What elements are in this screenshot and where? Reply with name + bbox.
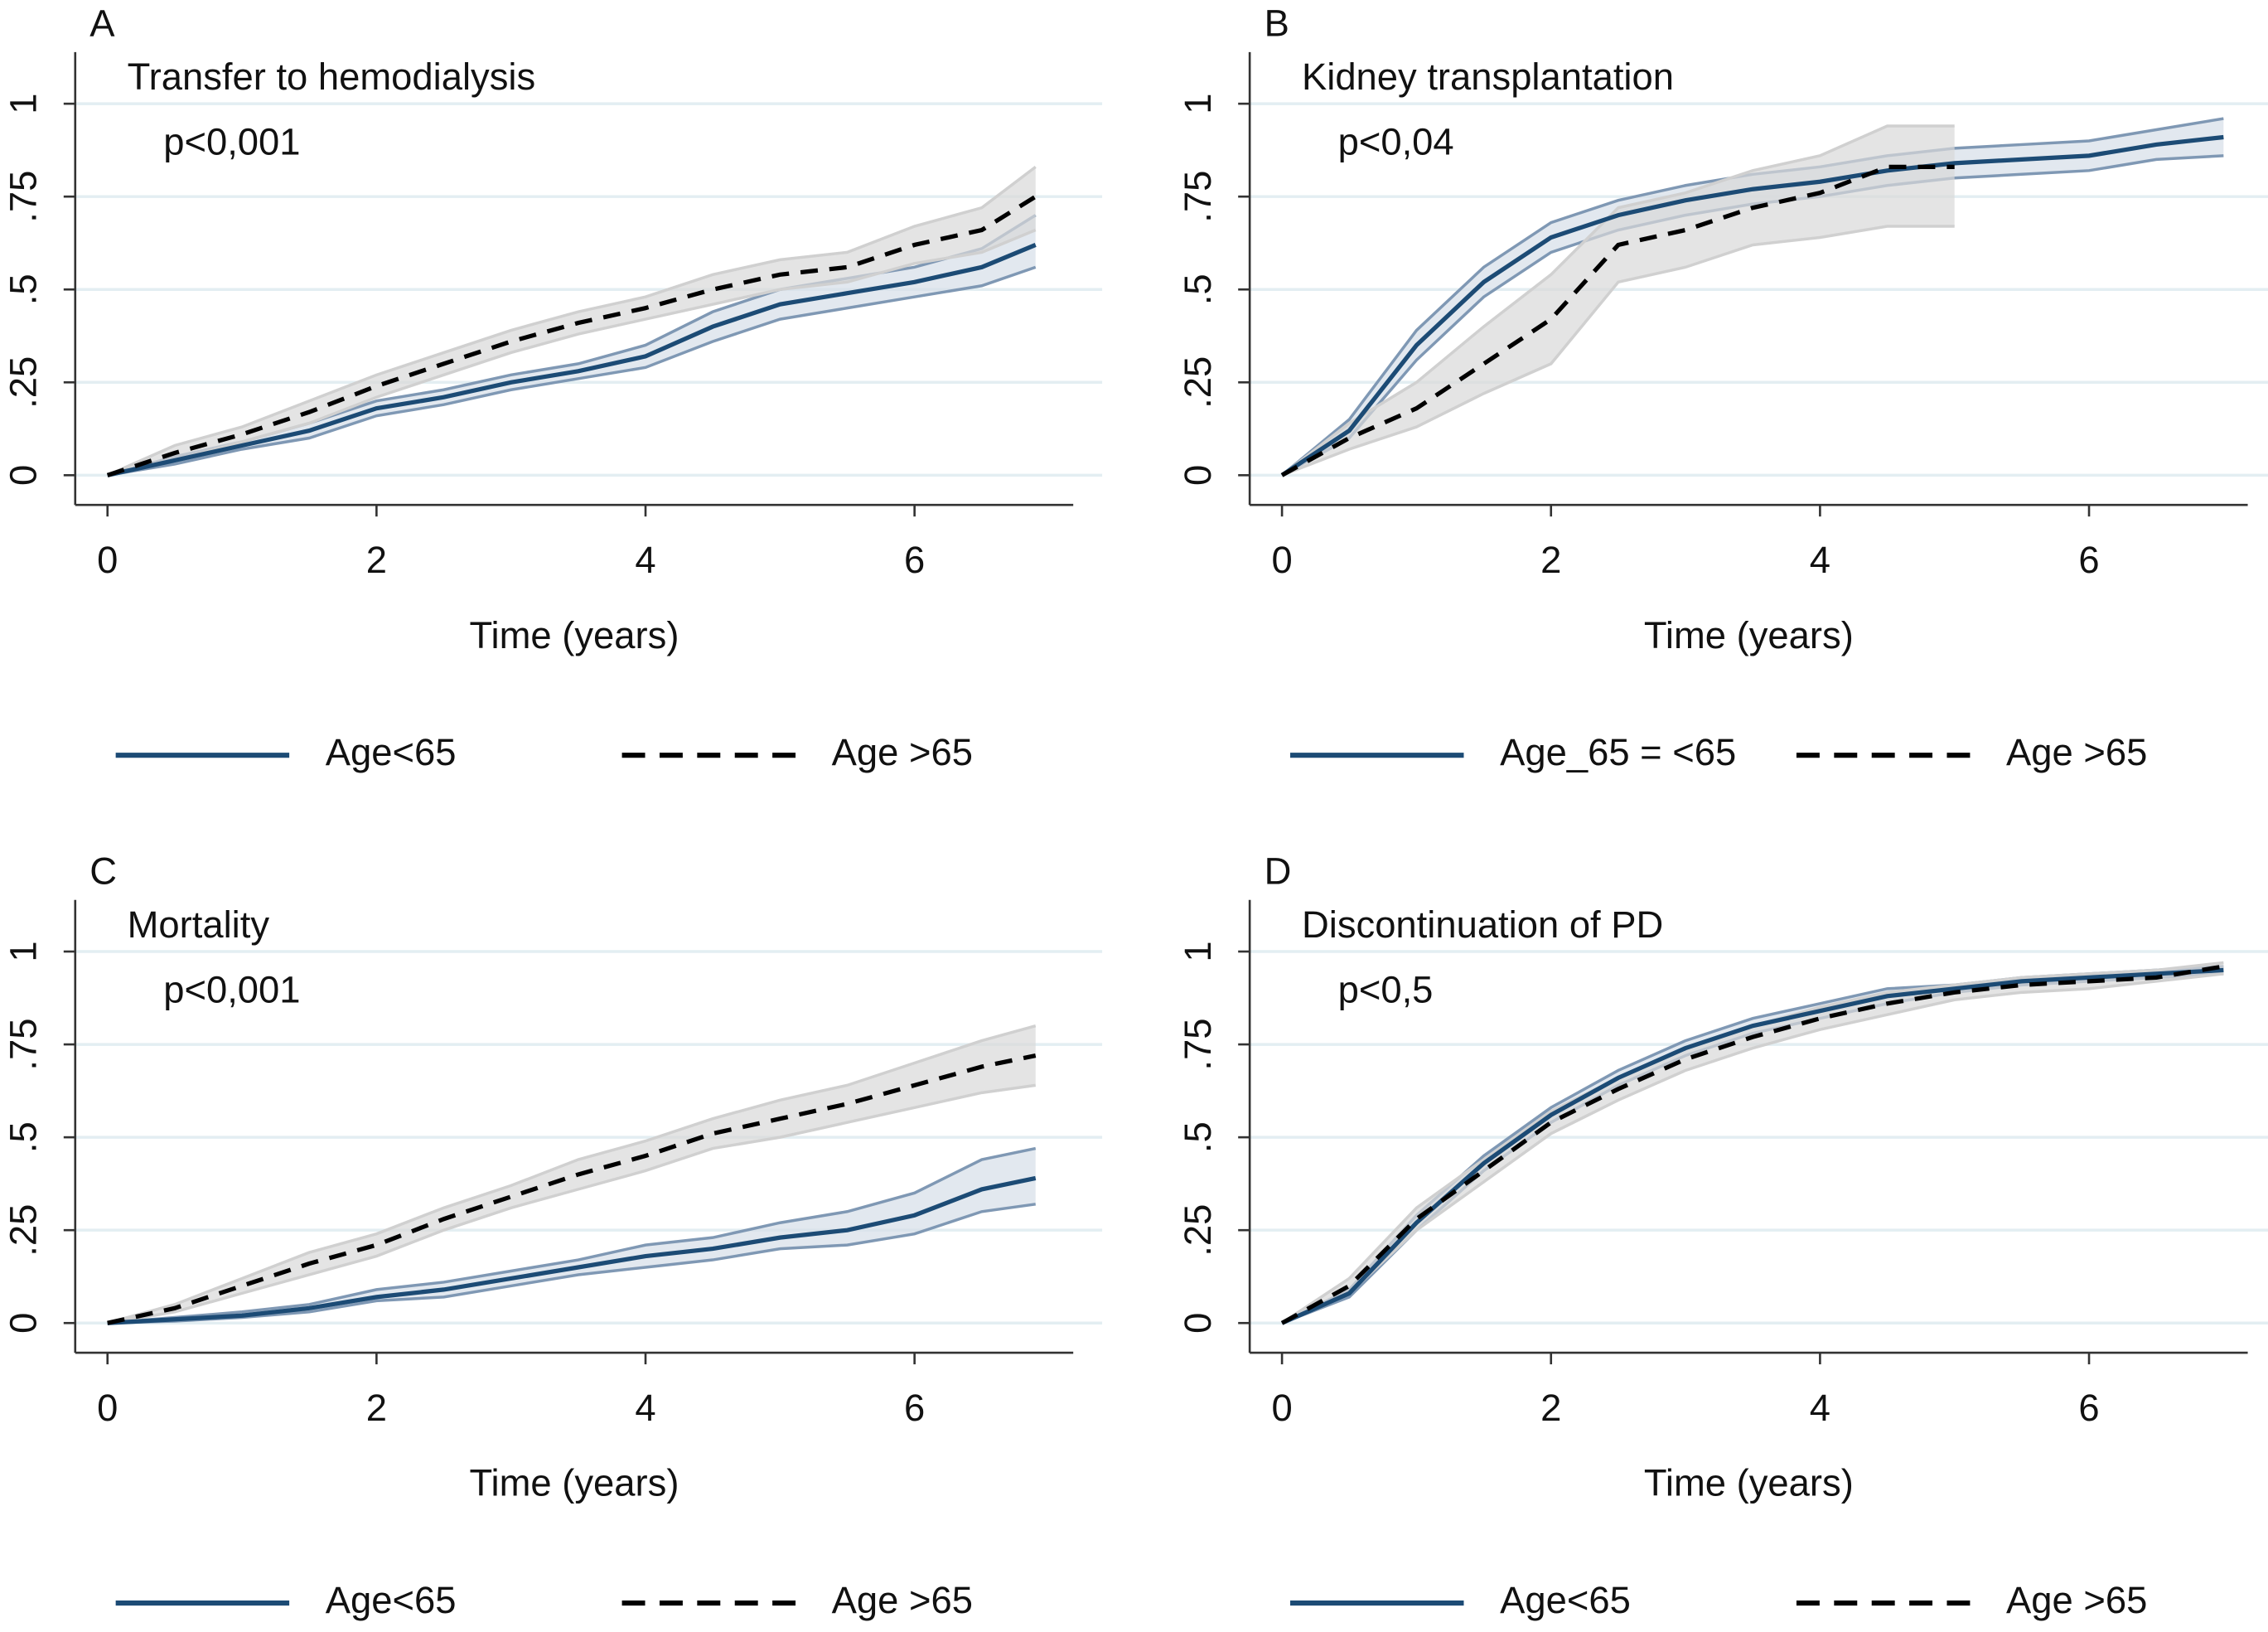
ci-band	[107, 1148, 1036, 1324]
x-axis-label: Time (years)	[470, 614, 679, 656]
x-tick-label: 6	[904, 1387, 925, 1429]
y-tick-label: .75	[2, 171, 44, 223]
p-value: p<0,5	[1338, 968, 1434, 1010]
ci-edge	[1281, 972, 2224, 1324]
ci-edge	[107, 1146, 1037, 1324]
panel: C Mortality p<0,001 0 .25 .5 .75 1 0 2 4 6 Time (yea…	[2, 850, 1103, 1621]
series-line	[1280, 164, 1955, 477]
x-tick-label: 0	[97, 1387, 118, 1429]
panel-letter: A	[89, 2, 115, 44]
legend-label: Age<65	[1500, 1579, 1631, 1621]
series-line	[107, 1053, 1037, 1325]
legend-label: Age<65	[326, 1579, 457, 1621]
y-tick-label: 0	[1177, 465, 1219, 486]
x-axis-label: Time (years)	[1644, 1462, 1854, 1504]
y-tick-label: 0	[1177, 1313, 1219, 1334]
series-line	[1280, 964, 2224, 1325]
x-axis-label: Time (years)	[470, 1462, 679, 1504]
y-tick-label: 0	[2, 1313, 44, 1334]
legend-label: Age >65	[832, 731, 973, 773]
x-tick-label: 4	[635, 539, 655, 581]
ci-edge	[107, 228, 1037, 477]
x-tick-label: 2	[1540, 1387, 1561, 1429]
panel: A Transfer to hemodialysis p<0,001 0 .25 .5 .7…	[2, 2, 1103, 773]
panel-letter: B	[1265, 2, 1289, 44]
p-value: p<0,001	[163, 968, 300, 1010]
x-tick-label: 0	[1271, 1387, 1292, 1429]
ci-band	[107, 1025, 1036, 1324]
legend-label: Age >65	[832, 1579, 973, 1621]
y-tick-label: .25	[1177, 356, 1219, 409]
ci-edge	[107, 265, 1037, 477]
ci-edge	[107, 1024, 1037, 1324]
y-tick-label: 1	[1177, 941, 1219, 961]
y-tick-label: 1	[2, 941, 44, 961]
p-value: p<0,001	[163, 121, 300, 163]
panel-letter: C	[89, 850, 117, 892]
x-tick-label: 2	[1540, 539, 1561, 581]
p-value: p<0,04	[1338, 121, 1454, 163]
series-line	[106, 194, 1037, 477]
ci-edge	[1281, 961, 2224, 1324]
ci-band	[1282, 126, 1955, 476]
series-line	[1280, 134, 2224, 477]
ci-edge	[107, 1083, 1036, 1324]
y-tick-label: .25	[1177, 1204, 1219, 1257]
ci-edge	[1281, 965, 2224, 1324]
panel-title: Kidney transplantation	[1302, 56, 1674, 98]
x-tick-label: 4	[635, 1387, 655, 1429]
x-tick-label: 4	[1810, 539, 1830, 581]
y-tick-label: .5	[1177, 274, 1219, 305]
ci-band	[107, 167, 1036, 476]
y-tick-label: .75	[2, 1019, 44, 1071]
panel-title: Mortality	[128, 903, 270, 946]
ci-edge	[1281, 124, 1955, 477]
x-tick-label: 6	[2078, 1387, 2099, 1429]
panel-title: Discontinuation of PD	[1302, 903, 1663, 946]
x-tick-label: 0	[97, 539, 118, 581]
ci-edge	[107, 1203, 1036, 1324]
x-tick-label: 4	[1810, 1387, 1830, 1429]
x-tick-label: 0	[1271, 539, 1292, 581]
y-tick-label: .75	[1177, 171, 1219, 223]
x-tick-label: 6	[2078, 539, 2099, 581]
x-tick-label: 6	[904, 539, 925, 581]
series-line	[107, 1175, 1037, 1325]
y-tick-label: 1	[1177, 94, 1219, 114]
y-tick-label: .75	[1177, 1019, 1219, 1071]
legend-label: Age >65	[2006, 731, 2147, 773]
ci-band	[1282, 962, 2224, 1324]
legend-label: Age<65	[326, 731, 457, 773]
x-tick-label: 2	[366, 1387, 387, 1429]
y-tick-label: .5	[1177, 1121, 1219, 1153]
x-tick-label: 2	[366, 539, 387, 581]
ci-edge	[107, 165, 1037, 477]
y-tick-label: .25	[2, 356, 44, 409]
y-tick-label: .5	[2, 274, 44, 305]
series-line	[107, 243, 1037, 477]
y-tick-label: .5	[2, 1121, 44, 1153]
y-tick-label: .25	[2, 1204, 44, 1257]
panel-title: Transfer to hemodialysis	[128, 56, 536, 98]
series-line	[1281, 967, 2224, 1325]
y-tick-label: 0	[2, 465, 44, 486]
legend-label: Age_65 = <65	[1500, 731, 1736, 773]
ci-edge	[1281, 225, 1955, 477]
panel-letter: D	[1265, 850, 1292, 892]
panel: B Kidney transplantation p<0,04 0 .25 .5 .75 1 0…	[1177, 2, 2268, 773]
legend-label: Age >65	[2006, 1579, 2147, 1621]
x-axis-label: Time (years)	[1644, 614, 1854, 656]
y-tick-label: 1	[2, 94, 44, 114]
